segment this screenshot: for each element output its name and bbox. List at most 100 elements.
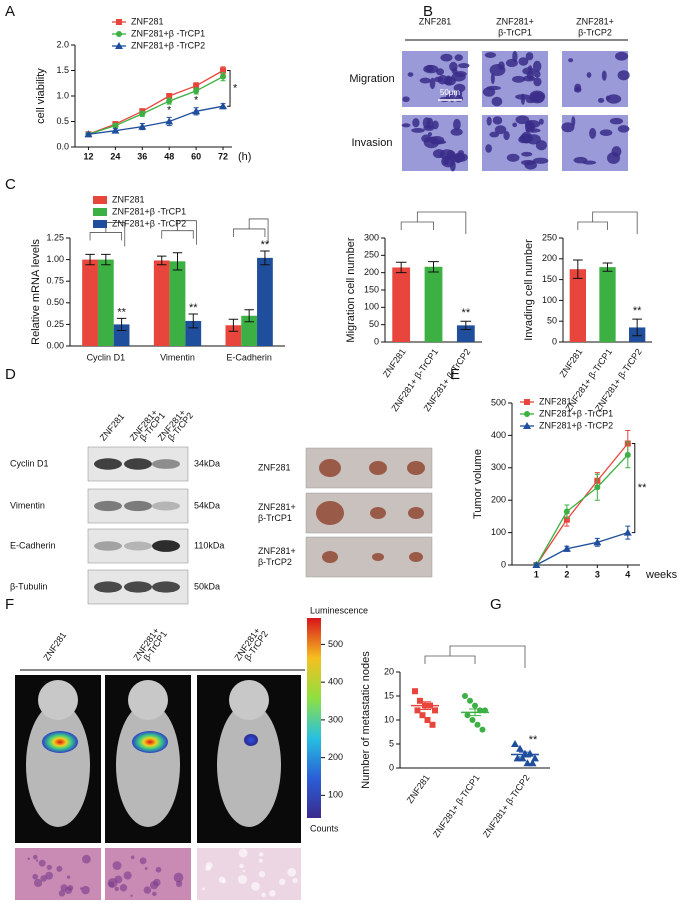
colorbar-tick-label: 300 xyxy=(328,714,343,724)
y-tick-label: 20 xyxy=(384,666,394,676)
marker xyxy=(472,702,478,709)
marker xyxy=(139,110,146,117)
cell-stain xyxy=(512,122,518,128)
tumor xyxy=(319,459,341,477)
cell-stain xyxy=(506,153,520,162)
histology-texture xyxy=(32,873,39,880)
cell-stain xyxy=(453,83,466,93)
y-axis-label: Tumor volume xyxy=(472,449,484,519)
error-bar xyxy=(85,253,95,266)
y-tick-label: 100 xyxy=(491,527,506,537)
histology-texture xyxy=(112,861,122,870)
error-bar xyxy=(460,320,472,331)
y-axis-label: Migration cell number xyxy=(345,237,357,342)
y-tick-label: 50 xyxy=(547,316,557,326)
histology-texture xyxy=(139,857,147,865)
column-header: ZNF281+ xyxy=(576,16,614,26)
legend-label: ZNF281 xyxy=(112,194,145,204)
marker xyxy=(528,759,537,767)
x-tick-label: 48 xyxy=(164,151,174,161)
series-line xyxy=(88,76,224,135)
cell-stain xyxy=(503,130,510,141)
histology-texture xyxy=(258,871,266,878)
cell-stain xyxy=(450,128,463,136)
blot-band xyxy=(152,540,180,552)
y-axis-label: Number of metastatic nodes xyxy=(360,651,372,789)
histology-texture xyxy=(287,868,297,877)
cell-stain xyxy=(429,77,436,90)
colorbar-unit: Counts xyxy=(310,823,339,833)
histology-texture xyxy=(222,879,226,884)
histology-texture xyxy=(144,867,148,870)
histology-texture xyxy=(35,859,39,862)
cell-stain xyxy=(568,58,574,63)
cell-stain xyxy=(530,122,535,133)
significance: * xyxy=(194,95,199,107)
histology-texture xyxy=(34,878,43,888)
marker xyxy=(526,749,534,757)
blot-row-label: Cyclin D1 xyxy=(10,458,49,468)
marker xyxy=(531,754,539,762)
cell-stain xyxy=(407,72,414,77)
bar xyxy=(241,315,258,346)
histology-texture xyxy=(130,894,133,897)
bar xyxy=(599,267,616,342)
column-header: β-TrCP1 xyxy=(498,27,532,37)
cell-stain xyxy=(617,125,630,133)
axis xyxy=(74,45,232,148)
bar xyxy=(569,269,586,342)
y-tick-label: 150 xyxy=(542,274,557,284)
y-tick-label: 200 xyxy=(364,267,379,277)
cell-stain xyxy=(521,151,533,157)
y-axis-label: Relative mRNA levels xyxy=(30,239,42,345)
cell-stain xyxy=(411,128,425,133)
cell-stain xyxy=(512,75,526,83)
marker xyxy=(563,508,570,515)
error-bar xyxy=(172,252,183,271)
bar xyxy=(153,260,170,346)
cell-stain xyxy=(443,159,450,165)
blot-band xyxy=(124,541,152,551)
histology-texture xyxy=(123,871,132,880)
series-line xyxy=(536,531,629,566)
marker xyxy=(116,19,122,25)
mouse-head xyxy=(229,680,269,720)
cell-stain xyxy=(609,117,624,125)
tumor xyxy=(407,461,425,475)
histology-texture xyxy=(258,858,263,863)
error-bar xyxy=(157,255,167,266)
marker xyxy=(115,42,123,49)
series-line xyxy=(535,443,629,566)
histology-texture xyxy=(58,890,66,897)
bracket-label: * xyxy=(233,82,238,94)
signal xyxy=(42,731,78,753)
colorbar-tick-label: 200 xyxy=(328,752,343,762)
cell-stain xyxy=(586,72,592,78)
marker xyxy=(594,484,601,491)
marker xyxy=(84,130,93,138)
colorbar-tick-label: 500 xyxy=(328,639,343,649)
mouse-body xyxy=(217,703,281,827)
cell-stain xyxy=(525,97,536,104)
marker xyxy=(111,126,120,134)
cell-stain xyxy=(427,132,433,137)
marker xyxy=(220,73,227,80)
significance: ** xyxy=(189,302,198,314)
significance: ** xyxy=(529,734,538,746)
y-tick-label: 0 xyxy=(552,336,557,346)
cell-stain xyxy=(533,77,542,87)
cell-stain xyxy=(429,136,445,145)
cell-stain xyxy=(574,83,582,92)
x-tick-label: 1 xyxy=(534,569,539,579)
histology-texture xyxy=(173,872,184,883)
cell-stain xyxy=(491,96,503,107)
blot-row-label: Vimentin xyxy=(10,500,45,510)
histology-texture xyxy=(155,866,162,873)
colorbar-tick-label: 100 xyxy=(328,790,343,800)
bar xyxy=(82,259,98,346)
blot-band xyxy=(124,458,152,470)
cell-stain xyxy=(454,153,463,164)
marker xyxy=(412,688,418,695)
x-tick-label: Vimentin xyxy=(160,352,195,362)
y-tick-label: 5 xyxy=(389,738,394,748)
